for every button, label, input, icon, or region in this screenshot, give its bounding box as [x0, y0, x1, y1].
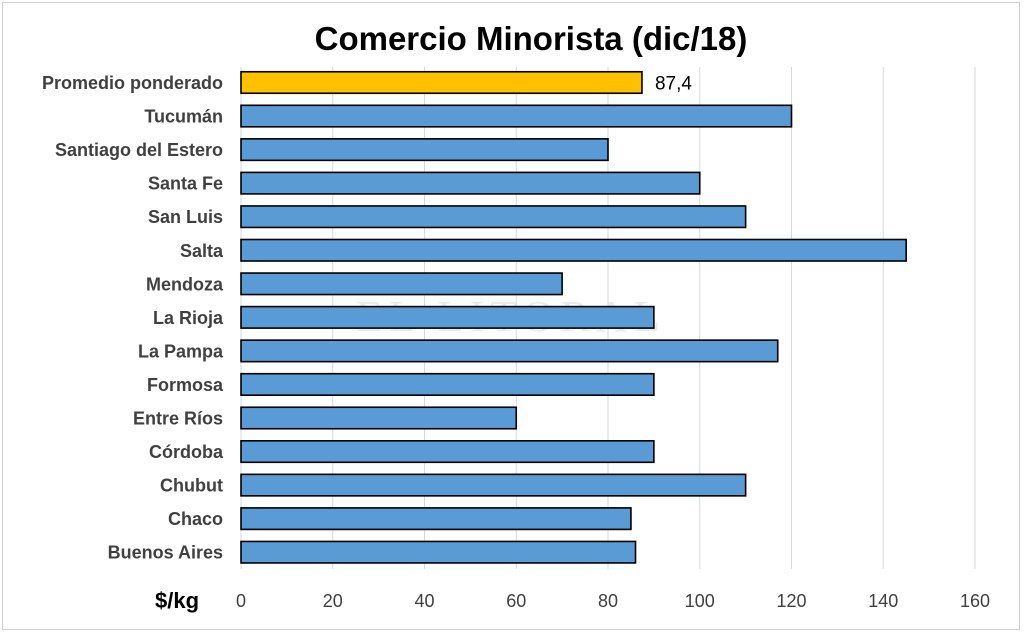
category-label: Santiago del Estero: [55, 140, 223, 160]
x-tick-label: 60: [506, 591, 526, 611]
bar: [240, 238, 907, 262]
bar: [240, 70, 643, 95]
bar: [240, 406, 518, 430]
category-label: Mendoza: [146, 274, 224, 294]
x-tick-label: 80: [598, 591, 618, 611]
bar: [240, 339, 779, 363]
x-tick-label: 100: [685, 591, 715, 611]
category-label: Chubut: [160, 476, 223, 496]
category-label: Promedio ponderado: [42, 73, 223, 93]
bar: [240, 272, 563, 296]
bar: [240, 372, 655, 397]
bar: [240, 439, 655, 464]
bar: [240, 138, 609, 162]
bar: [240, 171, 701, 195]
bar: [240, 205, 747, 229]
category-label: La Rioja: [153, 308, 224, 328]
chart-title: Comercio Minorista (dic/18): [315, 20, 748, 57]
category-label: Tucumán: [144, 107, 223, 127]
bar: [240, 104, 793, 128]
x-axis-ticks: 0 20 40 60 80 100 120 140 160: [236, 591, 990, 611]
category-label: Santa Fe: [148, 174, 223, 194]
data-label: 87,4: [655, 74, 692, 95]
x-tick-label: 120: [776, 591, 806, 611]
x-tick-label: 40: [414, 591, 434, 611]
category-label: La Pampa: [138, 341, 224, 361]
category-labels: Promedio ponderado Tucumán Santiago del Es…: [42, 73, 224, 563]
bars: 87,4: [240, 70, 907, 564]
bar: [240, 305, 655, 329]
x-tick-label: 140: [868, 591, 898, 611]
x-tick-label: 20: [323, 591, 343, 611]
bar-chart: Comercio Minorista (dic/18) EL LITORAL 8…: [42, 20, 990, 613]
bar: [240, 473, 747, 497]
bar: [240, 540, 637, 564]
x-tick-label: 0: [236, 591, 246, 611]
category-label: Salta: [180, 241, 224, 261]
x-tick-label: 160: [960, 591, 990, 611]
category-label: Córdoba: [149, 442, 224, 462]
category-label: Chaco: [168, 509, 223, 529]
category-label: Formosa: [147, 375, 224, 395]
category-label: Entre Ríos: [133, 409, 223, 429]
category-label: San Luis: [148, 207, 223, 227]
category-label: Buenos Aires: [108, 543, 223, 563]
unit-label: $/kg: [155, 588, 199, 613]
bar: [240, 507, 632, 531]
